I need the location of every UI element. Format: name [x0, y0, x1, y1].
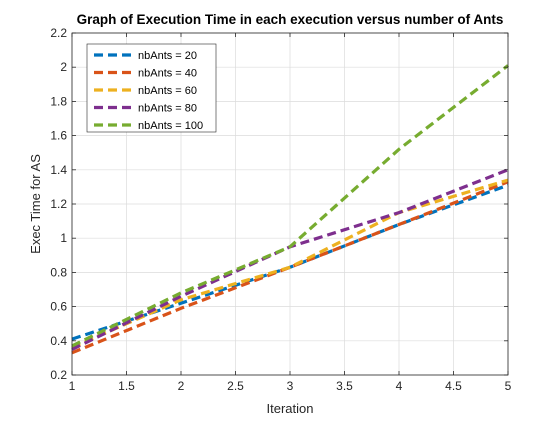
legend: nbAnts = 20 nbAnts = 40 nbAnts = 60 nbAnts … [86, 43, 217, 133]
x-tick-label: 5 [505, 379, 512, 393]
y-tick-label: 1.8 [50, 94, 67, 108]
x-tick-label: 2.5 [227, 379, 244, 393]
y-axis-label: Exec Time for AS [28, 154, 43, 254]
tick-labels: 1 1.5 2 2.5 3 3.5 4 4.5 5 0.2 0.4 0.6 0.8 1 1.2 1.4 1.6 1… [50, 26, 511, 393]
y-tick-label: 0.8 [50, 265, 67, 279]
legend-box [86, 43, 217, 133]
y-tick-label: 2 [60, 60, 67, 74]
x-tick-label: 4.5 [445, 379, 462, 393]
y-tick-label: 1 [60, 231, 67, 245]
legend-label: nbAnts = 60 [138, 85, 197, 97]
series-lines [71, 64, 509, 355]
legend-label: nbAnts = 80 [138, 103, 197, 115]
series-line-2 [71, 180, 509, 355]
y-tick-label: 0.2 [50, 368, 67, 382]
y-tick-label: 0.6 [50, 300, 67, 314]
x-tick-label: 3 [287, 379, 294, 393]
series-line-3 [71, 178, 509, 350]
x-tick-label: 3.5 [336, 379, 353, 393]
chart-title: Graph of Execution Time in each executio… [77, 12, 504, 27]
x-tick-label: 4 [396, 379, 403, 393]
axis-ticks [71, 32, 509, 376]
y-tick-label: 1.4 [50, 163, 67, 177]
legend-label: nbAnts = 100 [138, 120, 203, 132]
x-tick-label: 1.5 [118, 379, 135, 393]
y-tick-label: 1.2 [50, 197, 67, 211]
legend-label: nbAnts = 20 [138, 50, 197, 62]
y-tick-label: 2.2 [50, 26, 67, 40]
series-line-5 [71, 64, 509, 348]
x-tick-label: 1 [69, 379, 76, 393]
x-tick-label: 2 [178, 379, 185, 393]
x-axis-label: Iteration [267, 401, 314, 416]
y-tick-label: 1.6 [50, 129, 67, 143]
y-tick-label: 0.4 [50, 334, 67, 348]
legend-label: nbAnts = 40 [138, 68, 197, 80]
